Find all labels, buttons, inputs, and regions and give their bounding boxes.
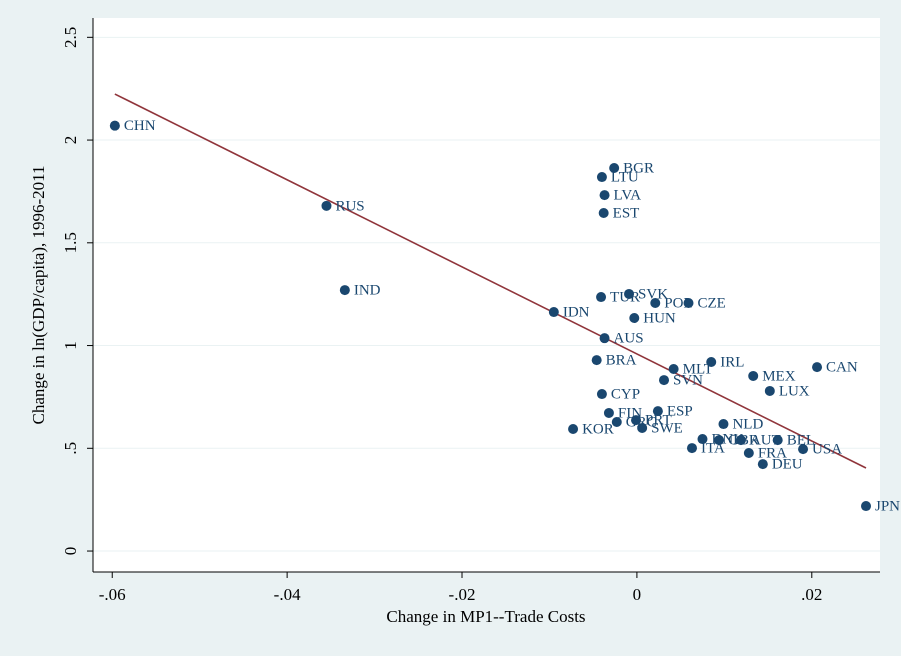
point-label: IDN: [563, 304, 590, 320]
point: [637, 422, 648, 433]
point-label: RUS: [335, 198, 364, 214]
x-axis-title: Change in MP1--Trade Costs: [386, 607, 585, 626]
point-label: CHN: [124, 118, 156, 134]
point-label: CZE: [697, 295, 725, 311]
point: [591, 355, 602, 366]
y-tick-label: 2: [61, 136, 80, 145]
point: [650, 298, 661, 309]
point-label: CAN: [826, 360, 858, 376]
point: [697, 434, 708, 445]
point: [598, 208, 609, 219]
point-label: IRL: [720, 354, 744, 370]
point: [339, 285, 350, 296]
point: [798, 444, 809, 455]
point: [718, 419, 729, 430]
point-label: JPN: [875, 498, 900, 514]
point: [603, 407, 614, 418]
point-label: PRT: [645, 413, 672, 429]
point-label: LVA: [614, 188, 642, 204]
y-tick-label: 2.5: [61, 27, 80, 48]
point: [631, 415, 642, 426]
point: [706, 356, 717, 367]
y-tick-label: 0: [61, 547, 80, 556]
plot-area: [93, 18, 880, 572]
point-label: EST: [613, 205, 640, 221]
point: [568, 423, 579, 434]
x-tick-label: -.04: [274, 585, 301, 604]
point-label: AUT: [750, 433, 781, 449]
point: [748, 370, 759, 381]
point-label: BEL: [787, 433, 815, 449]
point-label: SVN: [673, 373, 703, 389]
point: [683, 298, 694, 309]
point-label: FRA: [758, 445, 787, 461]
point: [629, 313, 640, 324]
y-tick-label: 1: [61, 341, 80, 350]
fit-line: [114, 93, 867, 469]
point: [599, 333, 610, 344]
point: [599, 190, 610, 201]
point-label: CYP: [611, 386, 640, 402]
point: [735, 435, 746, 446]
point-label: MEX: [762, 368, 796, 384]
point-label: HUN: [643, 310, 676, 326]
point-label: AUS: [614, 331, 644, 347]
point: [321, 200, 332, 211]
x-tick-label: -.02: [449, 585, 476, 604]
point: [609, 163, 620, 174]
point: [596, 389, 607, 400]
point-label: BGR: [623, 160, 654, 176]
point-label: LUX: [779, 383, 810, 399]
point: [812, 362, 823, 373]
point-label: KOR: [582, 421, 614, 437]
point-label: MLT: [683, 361, 713, 377]
point: [659, 375, 670, 386]
point: [624, 288, 635, 299]
point-label: LTU: [611, 169, 639, 185]
point: [109, 120, 120, 131]
point: [764, 385, 775, 396]
point: [596, 292, 607, 303]
y-axis-title: Change in ln(GDP/capita), 1996-2011: [29, 165, 48, 424]
point: [548, 307, 559, 318]
point: [668, 363, 679, 374]
point-label: SVK: [638, 286, 668, 302]
point-label: NLD: [732, 416, 763, 432]
point: [596, 172, 607, 183]
point-label: ITA: [701, 441, 725, 457]
point: [686, 443, 697, 454]
x-tick-label: .02: [801, 585, 822, 604]
point-label: DEU: [772, 457, 803, 473]
point-label: SWE: [651, 420, 683, 436]
point: [772, 435, 783, 446]
point-label: BRA: [606, 353, 637, 369]
point: [861, 501, 872, 512]
point: [714, 435, 725, 446]
x-tick-label: 0: [633, 585, 642, 604]
point: [652, 406, 663, 417]
y-tick-label: .5: [61, 442, 80, 455]
point: [757, 459, 768, 470]
point: [611, 416, 622, 427]
point-label: USA: [812, 442, 842, 458]
point-label: ESP: [667, 404, 693, 420]
point: [743, 448, 754, 459]
y-tick-label: 1.5: [61, 232, 80, 253]
x-tick-label: -.06: [99, 585, 126, 604]
point-label: IND: [354, 283, 381, 299]
